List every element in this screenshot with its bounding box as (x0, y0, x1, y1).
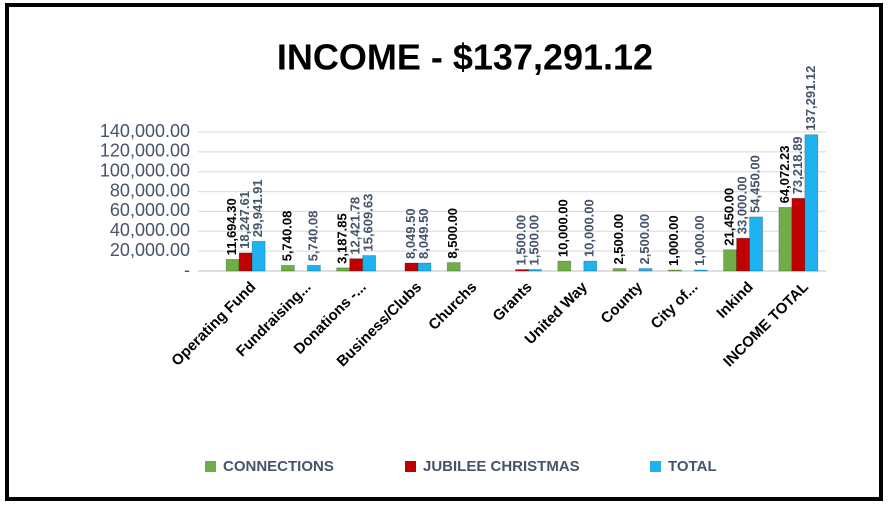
value-label: 5,740.08 (279, 211, 294, 262)
bar (528, 269, 542, 272)
bar (638, 268, 653, 272)
bar (583, 260, 598, 272)
bar (693, 269, 708, 272)
legend-label: JUBILEE CHRISTMAS (423, 458, 580, 475)
value-label: 137,291.12 (803, 66, 818, 131)
value-label: 10,000.00 (556, 199, 571, 257)
value-label: 2,500.00 (637, 214, 652, 265)
y-tick-label: 40,000.00 (110, 220, 190, 240)
y-tick-label: 20,000.00 (110, 240, 190, 260)
y-tick-label: 140,000.00 (100, 121, 190, 141)
legend-swatch (205, 461, 216, 472)
value-label: 8,049.50 (403, 208, 418, 259)
y-tick-label: 80,000.00 (110, 180, 190, 200)
bar (404, 262, 419, 272)
value-label: 12,421.78 (348, 197, 363, 255)
y-tick-label: - (184, 260, 190, 280)
value-label: 15,609.63 (361, 194, 376, 252)
bar (446, 262, 461, 272)
bar (251, 240, 266, 272)
bar (723, 249, 737, 272)
value-label: 8,049.50 (416, 208, 431, 259)
bar (749, 216, 763, 272)
value-label: 18,247.61 (237, 191, 252, 249)
bar (362, 255, 377, 272)
legend-label: TOTAL (668, 458, 717, 475)
frame (5, 3, 883, 501)
value-label: 33,000.00 (735, 176, 750, 234)
bar (417, 262, 432, 272)
value-label: 8,500.00 (445, 208, 460, 259)
value-label: 2,500.00 (611, 214, 626, 265)
bar (515, 269, 529, 272)
bar (281, 264, 295, 272)
bar (238, 252, 253, 272)
value-label: 1,000.00 (666, 215, 681, 266)
value-label: 29,941.91 (250, 179, 265, 237)
value-label: 54,450.00 (748, 155, 763, 213)
value-label: 1,500.00 (526, 215, 541, 266)
bar (225, 258, 240, 272)
value-label: 3,187.85 (335, 213, 350, 264)
value-label: 21,450.00 (722, 188, 737, 246)
y-tick-label: 100,000.00 (100, 160, 190, 180)
bar (804, 134, 819, 272)
value-label: 11,694.30 (224, 198, 239, 255)
bar (557, 260, 572, 272)
chart-title: INCOME - $137,291.12 (277, 37, 653, 78)
legend-swatch (650, 461, 661, 472)
legend-label: CONNECTIONS (223, 458, 334, 475)
y-tick-label: 120,000.00 (100, 141, 190, 161)
value-label: 5,740.08 (305, 211, 320, 262)
value-label: 1,500.00 (513, 215, 528, 266)
value-label: 64,072.23 (777, 146, 792, 204)
bar (336, 267, 351, 272)
bar (791, 197, 806, 272)
value-label: 1,000.00 (692, 215, 707, 266)
bar (667, 269, 682, 272)
y-tick-label: 60,000.00 (110, 200, 190, 220)
bar (349, 258, 364, 272)
bar (307, 264, 321, 272)
bar (612, 268, 627, 272)
value-label: 73,218.89 (790, 136, 805, 194)
bar (778, 206, 793, 272)
legend-swatch (405, 461, 416, 472)
value-label: 10,000.00 (582, 199, 597, 257)
bar (736, 237, 750, 272)
